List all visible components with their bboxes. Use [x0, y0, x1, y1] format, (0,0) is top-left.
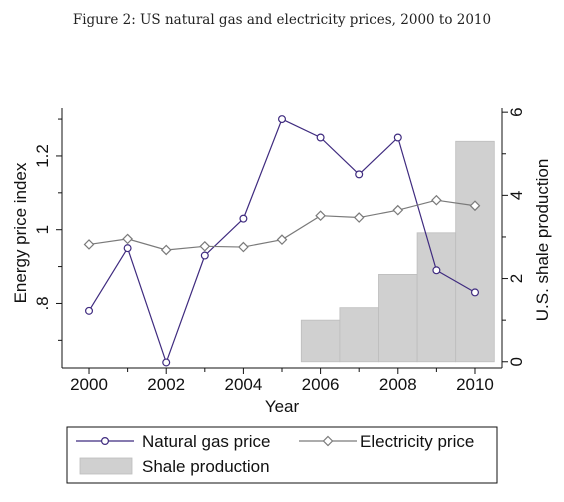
x-tick-label-2002: 2002	[147, 375, 185, 394]
y-right-tick-label-6: 6	[507, 107, 526, 116]
series-markers	[83, 115, 481, 367]
legend-box	[66, 426, 498, 484]
x-tick-label-2006: 2006	[302, 375, 340, 394]
y-axis-left-title: Energy price index	[11, 162, 30, 303]
natural-gas-point-2008	[393, 133, 402, 142]
y-right-tick-label-4: 4	[507, 191, 526, 200]
y-right-tick-label-0: 0	[507, 357, 526, 366]
electricity-point-2001	[122, 233, 133, 245]
x-axis-title: Year	[265, 397, 300, 416]
natural-gas-point-2003	[200, 251, 209, 260]
x-tick-label-2000: 2000	[70, 375, 108, 394]
natural-gas-point-2001	[123, 244, 132, 253]
y-axis-right-title: U.S. shale production	[533, 159, 552, 322]
shale-bar-2008	[378, 273, 418, 363]
x-tick-label-2004: 2004	[224, 375, 262, 394]
natural-gas-point-2007	[355, 170, 364, 179]
shale-bar-2007	[339, 307, 379, 363]
shale-bar-2006	[300, 319, 341, 363]
figure-caption: Figure 2: US natural gas and electricity…	[72, 12, 492, 28]
legend-swatch-shale	[79, 457, 133, 475]
legend-label-natural-gas: Natural gas price	[142, 432, 271, 451]
legend-marker-electricity	[322, 435, 334, 447]
electricity-point-2008	[392, 204, 404, 216]
x-tick-label-2008: 2008	[379, 375, 417, 394]
y-left-tick-label-1: 1	[33, 225, 52, 234]
electricity-point-2006	[315, 210, 326, 222]
natural-gas-point-2004	[239, 214, 248, 223]
electricity-point-2003	[199, 240, 211, 252]
electricity-point-2000	[83, 239, 95, 250]
natural-gas-point-2000	[85, 306, 94, 315]
natural-gas-point-2006	[316, 133, 325, 142]
electricity-point-2009	[431, 194, 442, 206]
legend: Natural gas price Electricity price Shal…	[66, 426, 498, 484]
y-right-tick-label-2: 2	[507, 274, 526, 283]
x-tick-label-2010: 2010	[456, 375, 494, 394]
natural-gas-point-2002	[162, 358, 171, 367]
axes: 2000 2002 2004 2006 2008 2010 .8 1 1.2 0 2 4 6	[33, 107, 526, 394]
y-left-tick-label-1.2: 1.2	[33, 144, 52, 168]
electricity-point-2005	[276, 234, 288, 246]
electricity-point-2002	[160, 244, 172, 256]
legend-label-electricity: Electricity price	[360, 432, 474, 451]
natural-gas-point-2005	[278, 115, 287, 124]
electricity-point-2010	[469, 200, 481, 212]
shale-bar-2010	[455, 140, 495, 363]
legend-label-shale: Shale production	[142, 457, 270, 476]
shale-bars	[300, 140, 495, 363]
natural-gas-point-2009	[432, 266, 441, 275]
shale-bar-2009	[416, 232, 457, 363]
legend-marker-natural-gas	[100, 437, 109, 446]
electricity-point-2007	[353, 212, 365, 223]
y-left-tick-label-0.8: .8	[33, 296, 52, 310]
electricity-point-2004	[238, 241, 249, 253]
natural-gas-point-2010	[470, 288, 479, 297]
